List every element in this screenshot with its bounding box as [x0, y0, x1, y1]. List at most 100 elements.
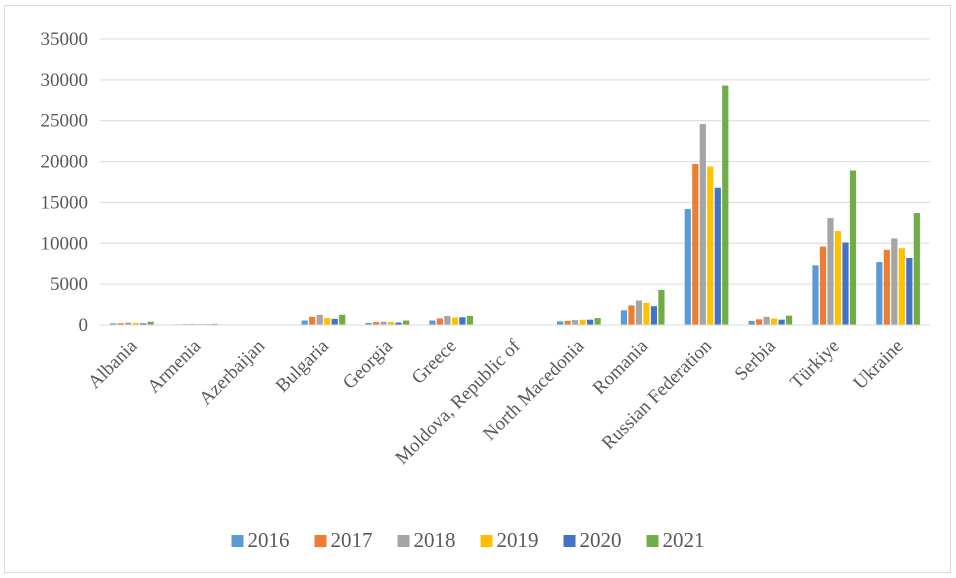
bar [429, 320, 436, 325]
bar [140, 323, 147, 325]
x-category-label: Türkiye [786, 336, 843, 393]
y-tick-label: 35000 [41, 29, 89, 50]
legend-swatch [646, 535, 659, 547]
bar [834, 231, 842, 325]
x-category-label: Bulgaria [272, 335, 334, 397]
bar [451, 317, 459, 325]
bar [571, 320, 579, 325]
x-category-label: Moldova, Republic of [391, 335, 525, 469]
y-tick-label: 30000 [41, 70, 89, 91]
legend-label: 2016 [248, 528, 290, 552]
legend-swatch [397, 535, 410, 547]
bar [827, 217, 834, 325]
bar [891, 238, 898, 325]
y-tick-label: 25000 [41, 111, 89, 132]
bars [110, 85, 920, 326]
y-tick-label: 20000 [41, 152, 89, 173]
bar [763, 316, 770, 325]
bar-chart: 0 5000 10000 15000 20000 25000 30000 35000 Alba… [41, 29, 930, 552]
bar [778, 319, 785, 325]
bar [819, 246, 827, 325]
bar [786, 315, 793, 325]
legend-label: 2018 [414, 528, 456, 552]
bar [628, 305, 635, 325]
bar [316, 314, 323, 325]
bar [556, 321, 564, 325]
x-category-label: Serbia [731, 335, 781, 385]
bar [309, 316, 316, 325]
legend-swatch [563, 535, 576, 547]
bar [125, 322, 132, 325]
bar [643, 302, 650, 325]
bar [913, 213, 920, 325]
bar [906, 257, 913, 325]
legend-swatch [231, 535, 244, 547]
bar [842, 242, 849, 325]
bar [650, 306, 658, 325]
bar [387, 321, 395, 325]
bar [876, 262, 883, 325]
bar [339, 314, 346, 325]
y-axis: 0 5000 10000 15000 20000 25000 30000 35000 [41, 29, 89, 336]
y-tick-label: 5000 [50, 274, 88, 295]
x-category-label: Georgia [339, 335, 397, 393]
bar [132, 322, 139, 325]
x-category-label: Azerbaijan [195, 335, 269, 409]
legend-swatch [314, 535, 327, 547]
bar [883, 249, 890, 325]
bar [402, 320, 410, 325]
x-category-label: Romania [589, 335, 653, 399]
bar [459, 317, 466, 325]
bar [748, 320, 755, 325]
legend-label: 2020 [580, 528, 622, 552]
x-category-label: Russian Federation [598, 335, 717, 454]
bar [635, 300, 643, 325]
bar [722, 85, 729, 325]
bar [812, 265, 819, 325]
bar [301, 320, 308, 325]
x-category-label: Albania [84, 335, 142, 393]
bar [147, 321, 154, 325]
bar [436, 318, 444, 325]
bar [586, 319, 594, 325]
bar [620, 310, 628, 325]
bar [692, 164, 699, 325]
bar [714, 187, 721, 325]
x-category-label: Greece [408, 336, 461, 389]
y-tick-label: 0 [79, 315, 89, 336]
legend-label: 2017 [331, 528, 373, 552]
y-tick-label: 10000 [41, 233, 89, 254]
legend-swatch [480, 535, 493, 547]
bar [699, 123, 706, 326]
x-category-label: Ukraine [849, 336, 907, 394]
bar [380, 321, 387, 325]
bar [658, 289, 665, 325]
bar [324, 318, 331, 325]
y-tick-label: 15000 [41, 192, 89, 213]
bar [466, 316, 474, 325]
bar [579, 319, 586, 325]
bar [331, 318, 338, 325]
gridlines [100, 38, 930, 285]
legend: 2016 2017 2018 2019 2020 2021 [231, 528, 705, 552]
bar [771, 318, 778, 325]
bar [117, 323, 124, 325]
bar [898, 248, 905, 325]
bar [395, 322, 402, 325]
bar [684, 208, 691, 325]
bar [365, 322, 372, 325]
bar [110, 323, 117, 325]
bar [707, 166, 714, 325]
bar [372, 322, 380, 325]
legend-label: 2021 [663, 528, 705, 552]
x-category-label: Armenia [143, 335, 205, 397]
bar [444, 316, 451, 325]
bar [211, 323, 218, 325]
bar [564, 320, 571, 325]
chart-frame: 0 5000 10000 15000 20000 25000 30000 35000 Alba… [4, 5, 951, 573]
bar [756, 319, 763, 325]
legend-label: 2019 [497, 528, 539, 552]
bar [594, 318, 601, 325]
bar [849, 170, 857, 325]
